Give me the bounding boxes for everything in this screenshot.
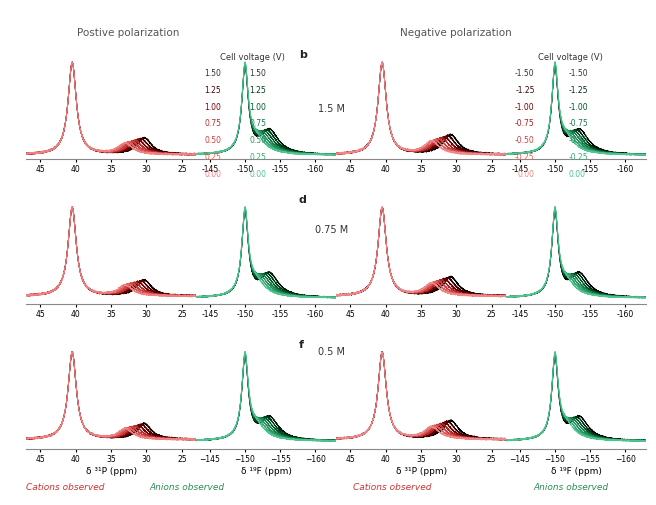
Text: b: b	[299, 50, 307, 60]
Text: 0.50: 0.50	[204, 136, 221, 145]
Text: Cell voltage (V): Cell voltage (V)	[539, 53, 603, 62]
Text: 0.75 M: 0.75 M	[315, 225, 348, 235]
Text: 0.50: 0.50	[249, 136, 266, 145]
X-axis label: δ ³¹P (ppm): δ ³¹P (ppm)	[396, 466, 447, 475]
Text: 1.5 M: 1.5 M	[318, 104, 345, 114]
Text: Anions observed: Anions observed	[533, 482, 608, 491]
Text: -1.00: -1.00	[515, 103, 535, 112]
Text: 1.50: 1.50	[249, 69, 266, 78]
Text: Cations observed: Cations observed	[26, 482, 105, 491]
Text: 0.25: 0.25	[204, 153, 221, 162]
Text: Postive polarization: Postive polarization	[77, 28, 179, 38]
Text: 0.00: 0.00	[204, 169, 221, 178]
Text: -1.25: -1.25	[515, 86, 535, 95]
Text: 0.00: 0.00	[569, 169, 586, 178]
Text: 1.25: 1.25	[249, 86, 266, 95]
Text: -0.50: -0.50	[569, 136, 588, 145]
Text: -0.75: -0.75	[569, 119, 588, 128]
Text: -1.25: -1.25	[569, 86, 588, 95]
Text: d: d	[299, 194, 307, 205]
Text: -0.25: -0.25	[515, 153, 535, 162]
Text: -0.25: -0.25	[569, 153, 588, 162]
Text: 0.00: 0.00	[518, 169, 535, 178]
Text: Anions observed: Anions observed	[150, 482, 224, 491]
Text: f: f	[299, 339, 304, 349]
X-axis label: δ ³¹P (ppm): δ ³¹P (ppm)	[85, 466, 136, 475]
Text: Cell voltage (V): Cell voltage (V)	[220, 53, 285, 62]
Text: -1.50: -1.50	[569, 69, 588, 78]
Text: -0.75: -0.75	[515, 119, 535, 128]
Text: Negative polarization: Negative polarization	[400, 28, 512, 38]
Text: 1.50: 1.50	[204, 69, 221, 78]
Text: Cations observed: Cations observed	[353, 482, 432, 491]
Text: -1.00: -1.00	[569, 103, 588, 112]
X-axis label: δ ¹⁹F (ppm): δ ¹⁹F (ppm)	[241, 466, 291, 475]
Text: 0.5 M: 0.5 M	[318, 346, 345, 356]
Text: 0.75: 0.75	[249, 119, 266, 128]
Text: -0.50: -0.50	[515, 136, 535, 145]
X-axis label: δ ¹⁹F (ppm): δ ¹⁹F (ppm)	[550, 466, 602, 475]
Text: 1.25: 1.25	[204, 86, 221, 95]
Text: -1.50: -1.50	[515, 69, 535, 78]
Text: 0.25: 0.25	[249, 153, 266, 162]
Text: 1.00: 1.00	[204, 103, 221, 112]
Text: 0.75: 0.75	[204, 119, 221, 128]
Text: 0.00: 0.00	[249, 169, 266, 178]
Text: 1.00: 1.00	[249, 103, 266, 112]
